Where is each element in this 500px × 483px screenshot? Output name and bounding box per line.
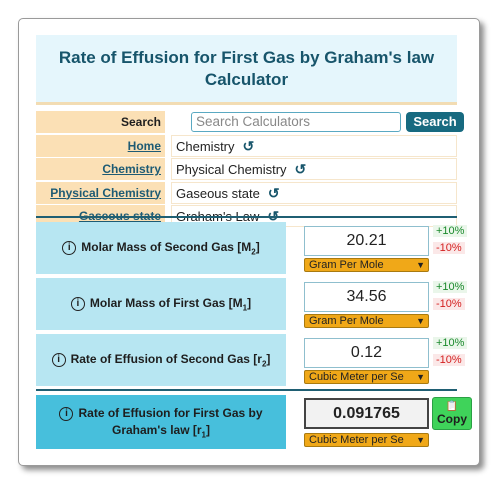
reset-arrow-icon[interactable]: ↺ bbox=[267, 184, 280, 201]
reset-arrow-icon[interactable]: ↺ bbox=[294, 161, 307, 177]
breadcrumb: Search Search Calculators Search Home Ch… bbox=[36, 111, 464, 229]
value-input[interactable]: 0.12 bbox=[304, 338, 429, 368]
search-button[interactable]: Search bbox=[406, 112, 464, 132]
search-label: Search bbox=[36, 111, 165, 133]
breadcrumb-value: Physical Chemistry bbox=[176, 162, 287, 177]
breadcrumb-value: Gaseous state bbox=[176, 185, 260, 201]
value-input[interactable]: 34.56 bbox=[304, 282, 429, 312]
plus-ten-percent-button[interactable]: +10% bbox=[433, 337, 468, 349]
info-circle-icon[interactable]: i bbox=[59, 406, 74, 421]
input-label: Molar Mass of First Gas [M bbox=[89, 295, 243, 310]
copy-button[interactable]: 📋 Copy bbox=[432, 397, 472, 430]
minus-ten-percent-button[interactable]: -10% bbox=[433, 242, 465, 254]
divider bbox=[36, 389, 457, 391]
breadcrumb-link[interactable]: Home bbox=[127, 138, 161, 153]
value-input[interactable]: 20.21 bbox=[304, 226, 429, 256]
search-input[interactable]: Search Calculators bbox=[191, 112, 401, 132]
chevron-down-icon: ▼ bbox=[416, 316, 425, 326]
minus-ten-percent-button[interactable]: -10% bbox=[433, 354, 465, 366]
divider bbox=[36, 216, 457, 218]
info-circle-icon[interactable]: i bbox=[51, 353, 66, 367]
result-value: 0.091765 bbox=[304, 398, 429, 429]
minus-ten-percent-button[interactable]: -10% bbox=[433, 298, 465, 310]
unit-select[interactable]: Cubic Meter per Se ▼ bbox=[304, 370, 429, 384]
chevron-down-icon: ▼ bbox=[416, 260, 425, 270]
input-row-molar-mass-first: i Molar Mass of First Gas [M1] 34.56 Gram… bbox=[36, 278, 468, 330]
info-circle-icon[interactable]: i bbox=[70, 297, 85, 311]
info-circle-icon[interactable]: i bbox=[62, 241, 77, 255]
unit-select[interactable]: Gram Per Mole ▼ bbox=[304, 314, 429, 328]
chevron-down-icon: ▼ bbox=[416, 372, 425, 382]
unit-select[interactable]: Gram Per Mole ▼ bbox=[304, 258, 429, 272]
breadcrumb-link[interactable]: Physical Chemistry bbox=[50, 185, 161, 200]
breadcrumb-value: Chemistry bbox=[176, 138, 235, 154]
breadcrumb-row: Physical Chemistry Gaseous state ↺ bbox=[36, 181, 457, 206]
breadcrumb-link[interactable]: Chemistry bbox=[102, 162, 161, 176]
clipboard-icon: 📋 bbox=[445, 401, 459, 412]
page-title: Rate of Effusion for First Gas by Graham… bbox=[36, 35, 457, 105]
calculator-card: Rate of Effusion for First Gas by Graham… bbox=[18, 18, 480, 466]
input-label: Molar Mass of Second Gas [M bbox=[81, 239, 252, 254]
result-unit-select[interactable]: Cubic Meter per Se ▼ bbox=[304, 433, 429, 447]
plus-ten-percent-button[interactable]: +10% bbox=[433, 225, 468, 237]
result-row: i Rate of Effusion for First Gas by Graha… bbox=[36, 395, 472, 449]
chevron-down-icon: ▼ bbox=[416, 435, 425, 445]
input-row-molar-mass-second: i Molar Mass of Second Gas [M2] 20.21 Gra… bbox=[36, 222, 468, 274]
search-row: Search Search Calculators Search bbox=[36, 111, 464, 135]
breadcrumb-row: Chemistry Physical Chemistry ↺ bbox=[36, 158, 457, 182]
input-row-rate-second-gas: i Rate of Effusion of Second Gas [r2] 0.1… bbox=[36, 334, 468, 386]
result-label: Rate of Effusion for First Gas by bbox=[78, 406, 263, 420]
reset-arrow-icon[interactable]: ↺ bbox=[242, 137, 255, 154]
breadcrumb-row: Home Chemistry ↺ bbox=[36, 134, 457, 159]
input-label: Rate of Effusion of Second Gas [r bbox=[70, 351, 262, 366]
plus-ten-percent-button[interactable]: +10% bbox=[433, 281, 468, 293]
